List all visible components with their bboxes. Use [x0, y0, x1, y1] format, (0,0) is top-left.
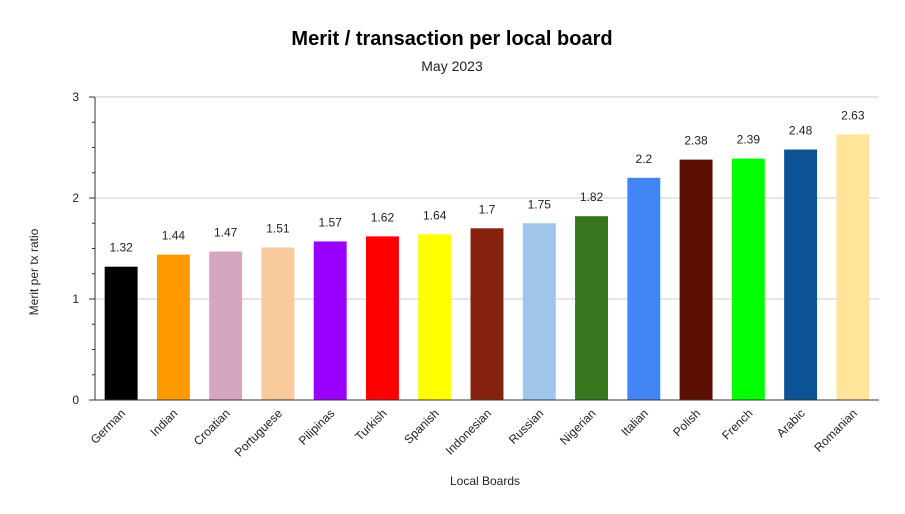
bar-croatian	[209, 251, 243, 400]
x-tick-label-turkish: Turkish	[352, 406, 389, 443]
data-label-indian: 1.44	[162, 229, 186, 243]
x-tick-label-russian: Russian	[506, 406, 547, 447]
data-label-arabic: 2.48	[789, 124, 813, 138]
y-axis-ticks: 0 1 2 3	[72, 90, 95, 407]
bar-spanish	[418, 234, 452, 400]
data-label-nigerian: 1.82	[580, 190, 604, 204]
x-tick-label-german: German	[88, 406, 129, 447]
x-tick-label-pilipinas: Pilipinas	[296, 406, 338, 448]
data-label-croatian: 1.47	[214, 226, 238, 240]
bar-italian	[627, 177, 661, 400]
chart-title: Merit / transaction per local board	[291, 28, 612, 50]
x-tick-label-croatian: Croatian	[191, 406, 233, 448]
x-axis-label: Local Boards	[450, 474, 520, 488]
bar-german	[104, 266, 138, 400]
y-axis-label: Merit per tx ratio	[27, 228, 41, 315]
bar-russian	[522, 223, 556, 400]
y-tick-label: 3	[72, 90, 79, 104]
bar-turkish	[366, 236, 399, 400]
bar-romanian	[836, 134, 870, 400]
bar-polish	[679, 159, 713, 400]
data-label-romanian: 2.63	[841, 108, 865, 122]
chart-subtitle: May 2023	[421, 58, 483, 74]
data-label-indonesian: 1.7	[479, 202, 496, 216]
x-tick-label-polish: Polish	[670, 406, 703, 439]
x-tick-label-arabic: Arabic	[774, 406, 808, 440]
bar-indonesian	[470, 228, 504, 400]
data-label-french: 2.39	[737, 133, 761, 147]
x-tick-label-indonesian: Indonesian	[443, 406, 494, 457]
y-tick-label: 1	[72, 292, 79, 306]
bar-pilipinas	[313, 241, 347, 400]
x-tick-label-french: French	[719, 406, 755, 442]
bar-portuguese	[261, 247, 295, 400]
data-label-polish: 2.38	[684, 134, 708, 148]
y-tick-label: 0	[72, 393, 79, 407]
data-label-german: 1.32	[109, 241, 133, 255]
bar-arabic	[784, 149, 818, 400]
bar-french	[731, 158, 765, 400]
x-tick-label-nigerian: Nigerian	[557, 406, 599, 448]
data-labels: 1.32 1.44 1.47 1.51 1.57 1.62 1.64 1.7 1.75 1.82 2…	[109, 108, 864, 254]
data-label-russian: 1.75	[528, 197, 552, 211]
y-tick-label: 2	[72, 191, 79, 205]
bar-indian	[156, 254, 190, 400]
x-tick-label-portuguese: Portuguese	[232, 406, 286, 460]
x-tick-label-italian: Italian	[618, 406, 651, 439]
x-tick-label-romanian: Romanian	[811, 406, 860, 455]
x-tick-label-spanish: Spanish	[401, 406, 442, 447]
data-label-portuguese: 1.51	[266, 221, 290, 235]
data-label-spanish: 1.64	[423, 208, 447, 222]
data-label-pilipinas: 1.57	[319, 215, 343, 229]
bars	[104, 134, 870, 400]
x-tick-label-indian: Indian	[147, 406, 180, 439]
bar-nigerian	[575, 216, 608, 400]
data-label-italian: 2.2	[635, 152, 652, 166]
data-label-turkish: 1.62	[371, 210, 395, 224]
